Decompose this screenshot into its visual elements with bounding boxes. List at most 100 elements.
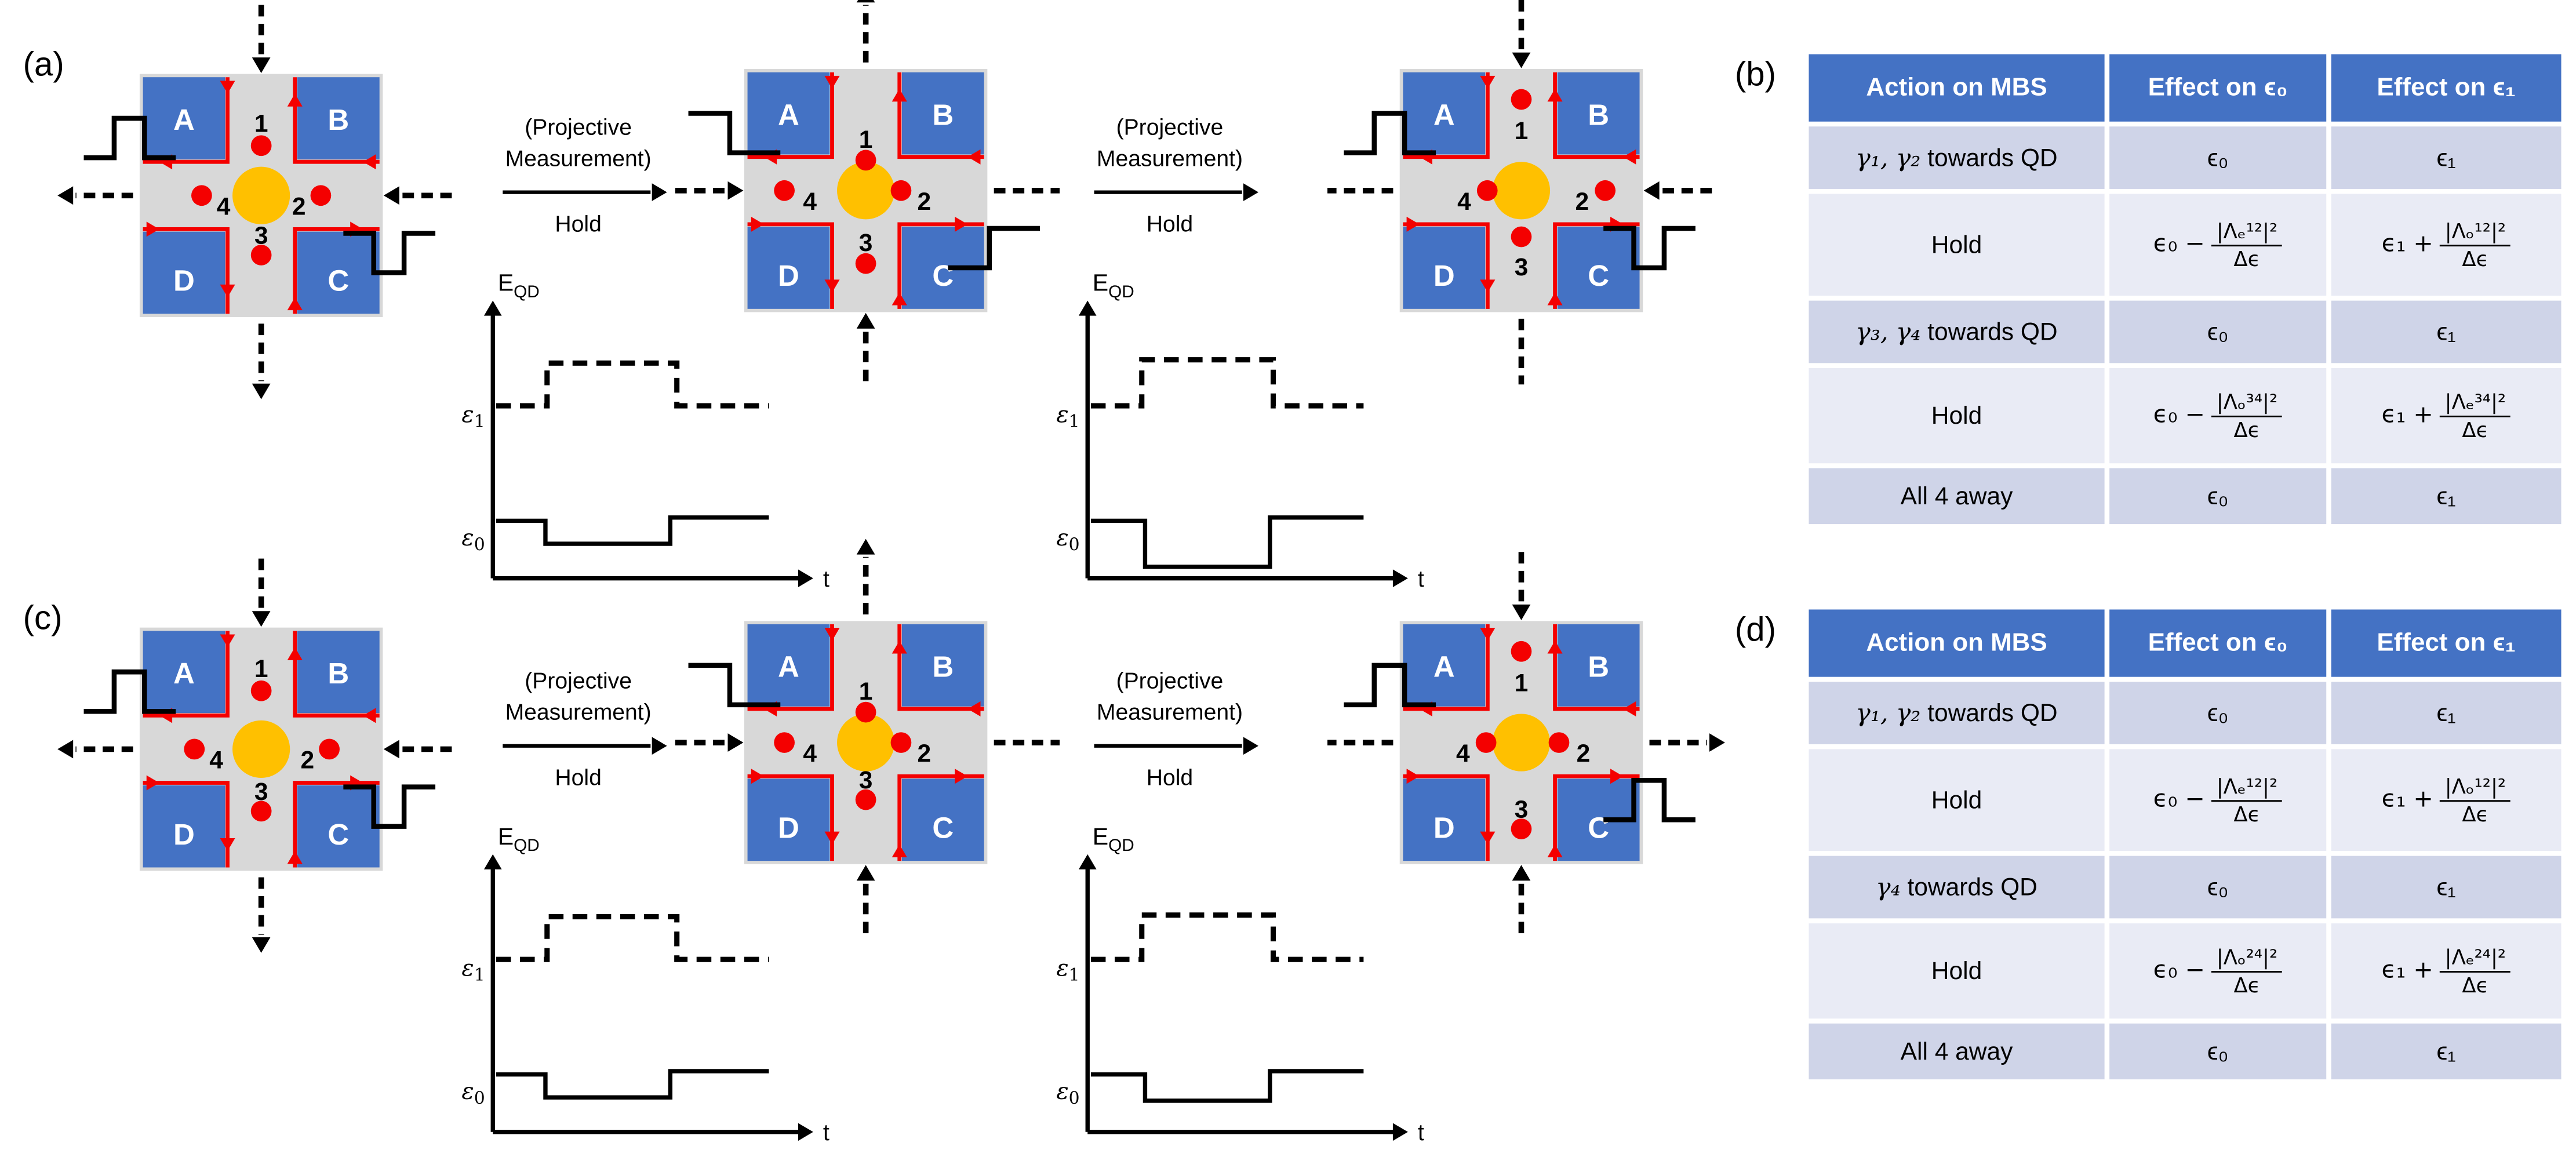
transport-arrowhead — [1512, 604, 1531, 620]
gamma-operators: γ₁, γ₂ — [1855, 698, 1921, 728]
fraction-denominator: Δϵ — [2462, 416, 2489, 441]
qah-device-c2: A B D C 1 2 3 4 — [668, 539, 1060, 940]
y-axis-arrowhead — [1078, 300, 1097, 316]
x-axis-arrowhead — [798, 1123, 813, 1141]
y-axis-label: EQD — [1093, 823, 1134, 855]
mbs-label-2: 2 — [1576, 188, 1589, 216]
edge-state-arrowhead — [824, 628, 840, 641]
mbs-dot-1 — [250, 135, 272, 157]
quadrant-label-C: C — [932, 259, 954, 292]
edge-state-arrowhead — [1406, 216, 1420, 232]
quadrant-label-C: C — [328, 818, 349, 851]
pm-label-hold: Hold — [555, 766, 601, 791]
qah-device-a1: A B D C 1 234 — [57, 0, 459, 399]
magnet-region-B — [901, 624, 984, 707]
edge-state-arrowhead — [363, 154, 376, 170]
gamma-operators: γ₃, γ₄ — [1855, 317, 1921, 347]
mbs-label-2: 2 — [917, 740, 931, 767]
mbs-label-1: 1 — [254, 656, 268, 683]
quantum-dot — [837, 162, 895, 220]
edge-state-arrowhead — [220, 81, 235, 94]
quadrant-label-D: D — [778, 811, 799, 844]
measurement-step-arrow: (Projective Measurement) Hold — [503, 115, 667, 237]
formula-fraction: |Λₑ²⁴|² Δϵ — [2440, 946, 2511, 995]
edge-state-arrowhead — [824, 831, 840, 845]
pm-arrowhead — [1243, 183, 1258, 201]
formula-fraction: |Λₒ¹²|² Δϵ — [2440, 776, 2511, 825]
gate-pulse-step-down — [688, 111, 781, 155]
mbs-label-1: 1 — [859, 126, 873, 154]
fraction-denominator: Δϵ — [2233, 245, 2261, 271]
transport-arrowhead — [252, 611, 271, 627]
edge-state-arrowhead — [220, 838, 235, 852]
edge-state-arrowhead — [1406, 769, 1420, 784]
formula-fraction: |Λₑ³⁴|² Δϵ — [2440, 391, 2511, 441]
table-cell: ϵ₀ — [2109, 300, 2327, 363]
edge-state-arrowhead — [363, 708, 376, 723]
table-cell: ϵ₀ − |Λₒ³⁴|² Δϵ — [2109, 368, 2327, 464]
magnet-region-B — [1557, 72, 1640, 155]
edge-state-arrowhead — [1547, 844, 1563, 857]
gate-pulse-pulse-up — [1344, 663, 1436, 708]
quantum-dot — [232, 166, 290, 224]
formula-fraction: |Λₑ¹²|² Δϵ — [2211, 776, 2283, 825]
edge-state-arrowhead — [955, 216, 968, 232]
mbs-dot-2 — [310, 185, 332, 206]
magnet-region-D — [747, 227, 830, 309]
magnet-region-B — [1557, 624, 1640, 707]
quadrant-label-B: B — [1588, 98, 1609, 131]
mbs-label-2: 2 — [1577, 740, 1591, 767]
mbs-dot-2 — [319, 738, 340, 760]
formula-prefix: ϵ₀ − — [2153, 958, 2205, 984]
table-header-cell: Action on MBS — [1809, 54, 2105, 122]
magnet-region-A — [747, 624, 830, 707]
table-header-cell: Action on MBS — [1809, 609, 2105, 677]
edge-state-arrowhead — [146, 221, 159, 237]
mbs-label-1: 1 — [1515, 118, 1529, 145]
table-header-cell: Effect on ϵ₁ — [2331, 54, 2562, 122]
transport-arrowhead — [57, 186, 74, 205]
quantum-dot — [1492, 714, 1551, 772]
mbs-label-3: 3 — [1515, 796, 1529, 824]
mbs-dot-3 — [855, 253, 876, 274]
edge-state-arrowhead — [287, 851, 303, 864]
mbs-label-1: 1 — [859, 678, 873, 705]
table-header-cell: Effect on ϵ₀ — [2109, 54, 2327, 122]
fraction-denominator: Δϵ — [2233, 801, 2261, 826]
fraction-denominator: Δϵ — [2233, 972, 2261, 996]
magnet-region-A — [143, 631, 225, 714]
quadrant-label-B: B — [1588, 650, 1609, 683]
edge-state-arrowhead — [892, 89, 907, 102]
gate-pulse-pulse-up — [83, 115, 176, 161]
mbs-label-4: 4 — [209, 747, 223, 774]
transport-arrowhead — [1643, 181, 1660, 200]
fraction-numerator: |Λₒ³⁴|² — [2211, 391, 2283, 417]
fraction-numerator: |Λₑ³⁴|² — [2440, 391, 2511, 417]
edge-state-arrowhead — [1547, 89, 1563, 102]
transport-arrowhead — [57, 740, 74, 759]
magnet-region-A — [1403, 72, 1486, 155]
edge-state-arrowhead — [1547, 292, 1563, 305]
table-cell: ϵ₁ — [2331, 126, 2562, 189]
magnet-region-A — [1403, 624, 1486, 707]
mbs-label-3: 3 — [254, 778, 268, 806]
table-cell: ϵ₀ − |Λₒ²⁴|² Δϵ — [2109, 923, 2327, 1019]
table-cell: Hold — [1809, 194, 2105, 296]
eqd-time-plot: EQD t ε1 ε0 — [1056, 270, 1424, 592]
mbs-effect-table: Action on MBS Effect on ϵ₀ Effect on ϵ₁ γ₁,… — [1804, 49, 2566, 529]
eqd-time-plot: EQD t ε1 ε0 — [1056, 823, 1424, 1145]
transport-arrowhead — [1709, 733, 1725, 752]
table-cell: γ₁, γ₂ towards QD — [1809, 126, 2105, 189]
magnet-region-D — [1403, 778, 1486, 861]
gate-pulse-pulse-up — [1344, 111, 1436, 155]
magnet-region-A — [747, 72, 830, 155]
table-effect-mbs-b: Action on MBS Effect on ϵ₀ Effect on ϵ₁ γ₁,… — [1804, 49, 2566, 529]
mbs-label-2: 2 — [917, 188, 931, 216]
measurement-step-arrow: (Projective Measurement) Hold — [1094, 115, 1258, 237]
quadrant-label-B: B — [932, 98, 954, 131]
trace-epsilon1-dashed — [1090, 357, 1364, 409]
table-effect-mbs-d: Action on MBS Effect on ϵ₀ Effect on ϵ₁ γ₁,… — [1804, 605, 2566, 1085]
y-axis-arrowhead — [1078, 854, 1097, 869]
quantum-dot — [1492, 162, 1551, 220]
quadrant-label-C: C — [328, 264, 349, 297]
